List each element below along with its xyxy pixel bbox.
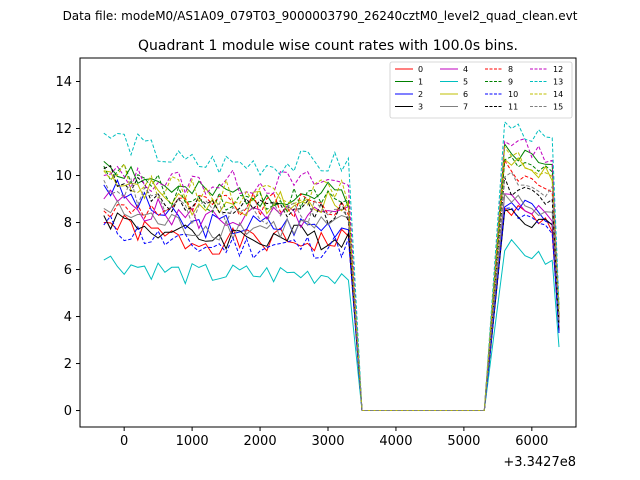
legend-label-5: 5 [463,78,468,87]
x-axis-ticks: 0 1000 2000 3000 4000 5000 6000 [120,427,548,449]
y-tick-label: 2 [64,357,72,372]
y-tick-label: 0 [64,404,72,419]
series-line-10 [103,207,560,411]
legend-label-4: 4 [463,65,468,74]
legend-label-1: 1 [418,78,423,87]
chart-title: Quadrant 1 module wise count rates with … [138,38,518,54]
y-tick-label: 4 [64,310,72,325]
legend-label-6: 6 [463,90,468,99]
legend-label-15: 15 [553,103,563,112]
legend-label-3: 3 [418,103,423,112]
x-tick-label: 6000 [515,434,548,449]
series-line-14 [103,145,560,411]
legend-label-7: 7 [463,103,468,112]
y-tick-label: 10 [55,169,72,184]
x-tick-label: 0 [120,434,128,449]
x-axis-offset-label: +3.3427e8 [503,455,576,470]
y-tick-label: 12 [55,122,72,137]
x-tick-label: 1000 [176,434,209,449]
legend-label-2: 2 [418,90,423,99]
legend-label-13: 13 [553,78,563,87]
legend-label-11: 11 [508,103,518,112]
legend-box [389,61,573,119]
series-lines [103,120,560,411]
y-tick-label: 14 [55,75,72,90]
legend-label-14: 14 [553,90,563,99]
y-tick-label: 8 [64,216,72,231]
legend-label-0: 0 [418,65,423,74]
data-file-suptitle: Data file: modeM0/AS1A09_079T03_90000037… [63,9,578,23]
x-tick-label: 4000 [379,434,412,449]
x-tick-label: 3000 [311,434,344,449]
legend-label-8: 8 [508,65,513,74]
x-tick-label: 5000 [447,434,480,449]
y-axis-ticks: 0 2 4 6 8 10 12 14 [55,75,80,419]
legend-label-10: 10 [508,90,518,99]
y-tick-label: 6 [64,263,72,278]
legend-label-12: 12 [553,65,563,74]
legend-label-9: 9 [508,78,513,87]
x-tick-label: 2000 [244,434,277,449]
